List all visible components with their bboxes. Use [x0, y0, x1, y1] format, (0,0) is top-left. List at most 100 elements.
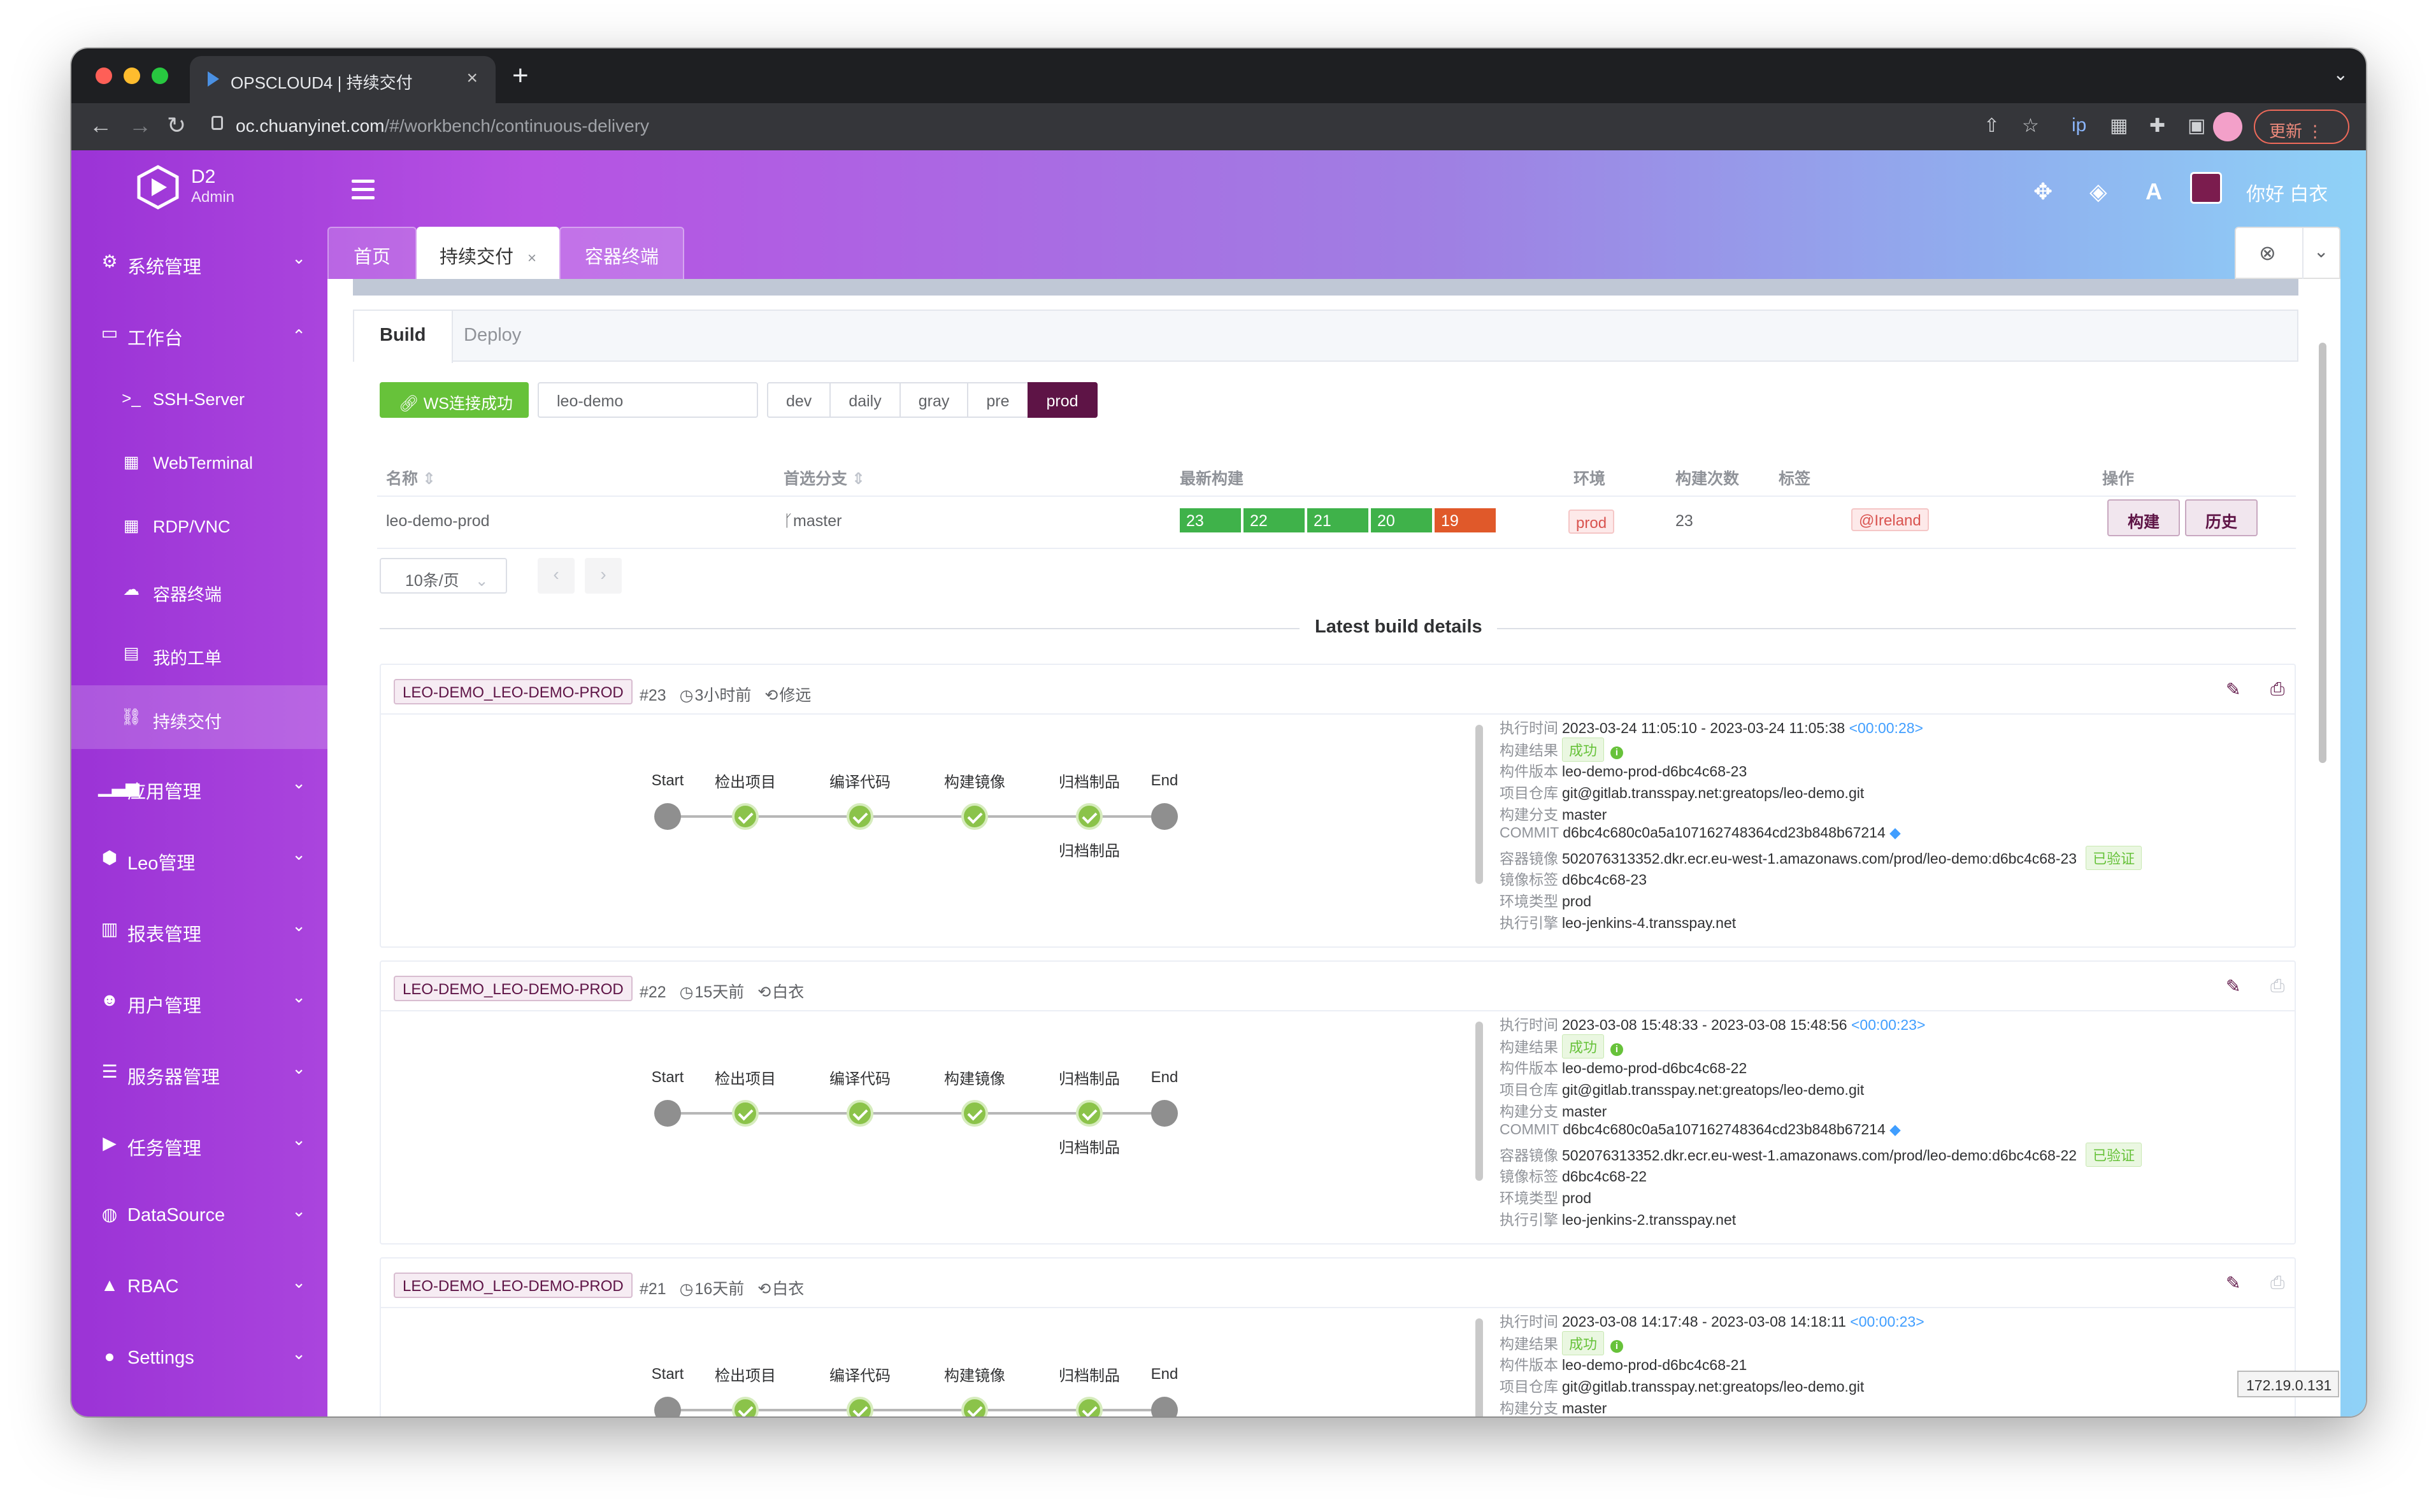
stage-dot-build-image[interactable] [961, 1397, 988, 1416]
tab-container-terminal[interactable]: 容器终端 [559, 227, 684, 279]
sort-icon[interactable]: ⇕ [422, 470, 436, 488]
history-button[interactable]: 历史 [2185, 499, 2258, 536]
theme-diamond-icon[interactable]: ◈ [2089, 178, 2107, 204]
stage-dot-checkout[interactable] [732, 803, 759, 830]
edit-icon[interactable]: ✎ [2226, 680, 2241, 699]
fullscreen-move-icon[interactable]: ✥ [2033, 178, 2053, 204]
browser-tab-close-icon[interactable]: × [466, 68, 478, 89]
page-size-select[interactable]: 10条/页 ⌄ [380, 558, 507, 594]
stage-dot-checkout[interactable] [732, 1397, 759, 1416]
edit-icon[interactable]: ✎ [2226, 1273, 2241, 1293]
avatar[interactable] [2190, 172, 2222, 204]
maximize-window-button[interactable] [152, 68, 168, 84]
info-scrollbar[interactable] [1475, 1318, 1483, 1416]
print-icon[interactable]: ⎙ [2270, 1273, 2285, 1292]
stage-dot-build-image[interactable] [961, 803, 988, 830]
browser-tab[interactable]: OPSCLOUD4 | 持续交付 × [190, 56, 496, 103]
sidebar-item-system[interactable]: ⚙ 系统管理 ⌄ [71, 227, 327, 298]
stage-dot-end[interactable] [1151, 1100, 1178, 1127]
env-button-pre[interactable]: pre [967, 382, 1029, 418]
stage-dot-archive[interactable] [1076, 803, 1103, 830]
reload-icon[interactable]: ↻ [167, 112, 187, 138]
sidebar-item-tasks[interactable]: ▶ 任务管理 ⌄ [71, 1108, 327, 1180]
extensions-puzzle-icon[interactable]: ✚ [2149, 115, 2166, 136]
build-chip-23[interactable]: 23 [1180, 508, 1241, 532]
stage-dot-start[interactable] [654, 1397, 681, 1416]
tab-deploy[interactable]: Deploy [464, 325, 522, 345]
close-window-button[interactable] [96, 68, 112, 84]
build-chip-21[interactable]: 21 [1307, 508, 1368, 532]
prev-page-button[interactable]: ‹ [538, 558, 575, 594]
new-tab-button[interactable]: + [512, 60, 529, 91]
user-greeting[interactable]: 你好 白衣 [2246, 184, 2328, 205]
bookmark-star-icon[interactable]: ☆ [2022, 115, 2039, 136]
forward-arrow-icon[interactable]: → [129, 112, 152, 138]
tab-close-icon[interactable]: × [527, 250, 537, 267]
stage-dot-compile[interactable] [847, 1100, 873, 1127]
sidebar-item-workbench[interactable]: ▭ 工作台 ⌃ [71, 298, 327, 369]
sidebar-item-rbac[interactable]: ▲ RBAC ⌄ [71, 1251, 327, 1322]
vertical-scrollbar[interactable] [2319, 343, 2326, 763]
sidebar-sub-rdp-vnc[interactable]: ▦ RDP/VNC [71, 494, 327, 558]
tab-home[interactable]: 首页 [327, 227, 417, 279]
share-icon[interactable]: ⇧ [1984, 115, 2000, 136]
commit-link-icon[interactable]: ◆ [1889, 1121, 1901, 1138]
ip-extension-icon[interactable]: ip [2072, 115, 2087, 136]
stage-dot-end[interactable] [1151, 1397, 1178, 1416]
print-icon[interactable]: ⎙ [2270, 679, 2285, 699]
stage-dot-end[interactable] [1151, 803, 1178, 830]
build-chip-20[interactable]: 20 [1371, 508, 1432, 532]
column-header-name[interactable]: 名称 ⇕ [386, 466, 436, 489]
tab-search-chevron-icon[interactable]: ⌄ [2333, 64, 2348, 84]
ws-connect-button[interactable]: 🔗︎ WS连接成功 [380, 382, 529, 418]
sidebar-item-settings[interactable]: ● Settings ⌄ [71, 1322, 327, 1394]
column-header-branch[interactable]: 首选分支 ⇕ [784, 466, 865, 489]
build-button[interactable]: 构建 [2107, 499, 2180, 536]
edit-icon[interactable]: ✎ [2226, 976, 2241, 996]
next-page-button[interactable]: › [585, 558, 622, 594]
stage-dot-archive[interactable] [1076, 1100, 1103, 1127]
sidebar-sub-container-terminal[interactable]: ☁ 容器终端 [71, 558, 327, 622]
profile-avatar[interactable] [2213, 112, 2242, 141]
sidebar-sub-webterminal[interactable]: ▦ WebTerminal [71, 431, 327, 494]
font-size-icon[interactable]: A [2146, 178, 2162, 204]
info-scrollbar[interactable] [1475, 1022, 1483, 1181]
sidebar-item-reports[interactable]: ▥ 报表管理 ⌄ [71, 894, 327, 966]
chevron-down-icon[interactable]: ⌄ [2314, 241, 2329, 261]
stage-dot-compile[interactable] [847, 1397, 873, 1416]
stage-dot-compile[interactable] [847, 803, 873, 830]
back-arrow-icon[interactable]: ← [89, 112, 112, 138]
minimize-window-button[interactable] [124, 68, 140, 84]
stage-dot-start[interactable] [654, 1100, 681, 1127]
env-button-gray[interactable]: gray [899, 382, 969, 418]
update-button[interactable]: 更新 ⋮ [2254, 110, 2349, 144]
env-button-prod[interactable]: prod [1027, 382, 1098, 418]
sidebar-item-servers[interactable]: ☰ 服务器管理 ⌄ [71, 1037, 327, 1108]
build-chip-19[interactable]: 19 [1435, 508, 1496, 532]
sidebar-item-users[interactable]: ☻ 用户管理 ⌄ [71, 966, 327, 1037]
tab-continuous-delivery[interactable]: 持续交付 × [417, 227, 559, 279]
info-scrollbar[interactable] [1475, 725, 1483, 884]
tab-build[interactable]: Build [354, 311, 453, 363]
sort-icon[interactable]: ⇕ [851, 470, 865, 488]
stage-dot-start[interactable] [654, 803, 681, 830]
search-input[interactable]: leo-demo [538, 382, 758, 418]
sidebar-sub-my-tickets[interactable]: ▤ 我的工单 [71, 622, 327, 685]
sidebar-sub-continuous-delivery[interactable]: ⛓ 持续交付 [71, 685, 327, 749]
stage-dot-build-image[interactable] [961, 1100, 988, 1127]
menu-toggle-icon[interactable] [352, 180, 375, 204]
build-chip-22[interactable]: 22 [1243, 508, 1305, 532]
sidebar-sub-ssh-server[interactable]: >_ SSH-Server [71, 367, 327, 431]
address-bar[interactable]: oc.chuanyinet.com/#/workbench/continuous… [211, 110, 2059, 144]
sidepanel-icon[interactable]: ▣ [2188, 115, 2206, 136]
sidebar-item-apps[interactable]: ▁▃▅ 应用管理 ⌄ [71, 752, 327, 823]
env-button-dev[interactable]: dev [767, 382, 831, 418]
qr-code-icon[interactable]: ▦ [2110, 115, 2128, 136]
env-button-daily[interactable]: daily [829, 382, 901, 418]
sidebar-item-datasource[interactable]: ◍ DataSource ⌄ [71, 1180, 327, 1251]
sidebar-item-leo[interactable]: ⬢ Leo管理 ⌄ [71, 823, 327, 894]
close-tabs-icon[interactable]: ⊗ [2259, 241, 2276, 264]
commit-link-icon[interactable]: ◆ [1889, 824, 1901, 841]
stage-dot-checkout[interactable] [732, 1100, 759, 1127]
stage-dot-archive[interactable] [1076, 1397, 1103, 1416]
